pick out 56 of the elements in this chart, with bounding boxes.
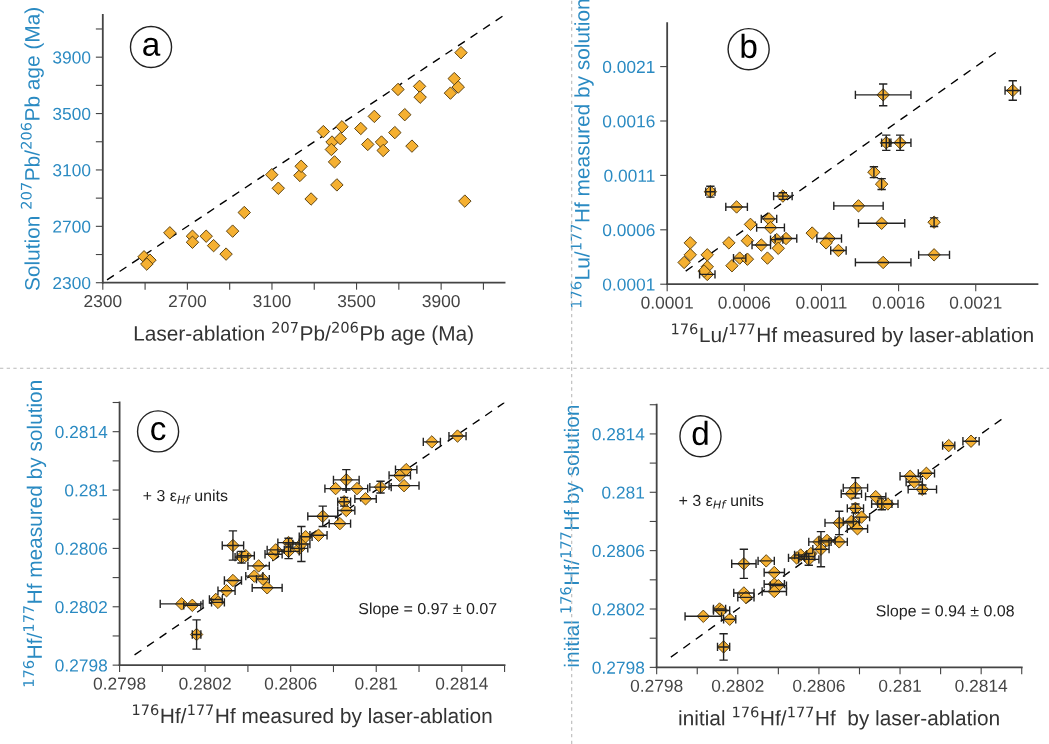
y-tick-label: 0.281 bbox=[65, 484, 107, 497]
x-tick-label: 3500 bbox=[337, 294, 376, 308]
y-tick-label: 0.0011 bbox=[604, 169, 655, 182]
y-tick-label: 2300 bbox=[53, 276, 91, 290]
y-tick-label: 0.2798 bbox=[592, 661, 645, 674]
annotation: d bbox=[692, 420, 708, 446]
y-tick-label: 0.0021 bbox=[602, 60, 655, 74]
x-axis-title: $^{176}$Hf/$^{177}$Hf measured by laser-ablation bbox=[133, 704, 492, 728]
y-tick-label: 2700 bbox=[53, 220, 91, 233]
y-tick-label: 0.0016 bbox=[602, 115, 655, 128]
y-axis-title: $^{176}$Hf/$^{177}$Hf measured by solution bbox=[23, 381, 47, 687]
x-tick-label: 0.0006 bbox=[718, 296, 771, 309]
y-tick-label: 0.2806 bbox=[592, 544, 645, 558]
x-axis-title: Laser-ablation $^{207}$Pb/$^{206}$Pb age (Ma) bbox=[134, 321, 473, 345]
annotation: a bbox=[143, 37, 161, 56]
x-tick-label: 0.2814 bbox=[435, 677, 488, 690]
x-tick-label: 0.0021 bbox=[949, 296, 1002, 309]
x-tick-label: 2300 bbox=[84, 294, 122, 308]
x-tick-label: 0.2798 bbox=[93, 677, 146, 690]
x-tick-label: 0.2806 bbox=[264, 677, 317, 690]
annotation: + 3 ε$_{Hf}$ units bbox=[143, 489, 228, 504]
x-tick-label: 0.0016 bbox=[872, 296, 925, 309]
y-tick-label: 0.2814 bbox=[55, 425, 108, 439]
x-tick-label: 0.2802 bbox=[711, 679, 764, 692]
x-tick-label: 0.2802 bbox=[179, 677, 231, 690]
annotation: Slope = 0.97 ± 0.07 bbox=[359, 602, 497, 618]
y-tick-label: 3100 bbox=[53, 164, 91, 177]
y-axis-title: initial $^{176}$Hf/$^{177}$Hf by solution bbox=[560, 405, 584, 667]
x-tick-label: 0.281 bbox=[355, 677, 398, 690]
y-tick-label: 0.2798 bbox=[55, 659, 108, 672]
x-tick-label: 3900 bbox=[422, 294, 460, 308]
x-tick-label: 3100 bbox=[253, 294, 291, 308]
annotation: b bbox=[741, 33, 757, 59]
y-tick-label: 0.2802 bbox=[592, 603, 644, 616]
x-tick-label: 0.0001 bbox=[641, 296, 693, 309]
y-tick-label: 0.2806 bbox=[55, 542, 108, 555]
x-tick-label: 0.2814 bbox=[955, 679, 1008, 692]
x-tick-label: 0.2806 bbox=[793, 679, 845, 692]
y-axis-title: $^{176}$Lu/$^{177}$Hf measured by solution bbox=[570, 0, 594, 308]
y-tick-label: 0.0001 bbox=[602, 278, 655, 291]
annotation: c bbox=[151, 422, 166, 441]
y-tick-label: 3900 bbox=[53, 51, 91, 64]
x-tick-label: 0.0011 bbox=[796, 296, 847, 309]
x-axis-title: initial $^{176}$Hf/$^{177}$Hf by laser-ablation bbox=[679, 706, 999, 730]
y-tick-label: 0.281 bbox=[602, 486, 645, 499]
y-tick-label: 0.0006 bbox=[602, 223, 655, 237]
y-tick-label: 0.2802 bbox=[55, 600, 107, 614]
x-tick-label: 0.281 bbox=[879, 679, 921, 692]
annotation: Slope = 0.94 ± 0.08 bbox=[876, 604, 1014, 620]
y-tick-label: 3500 bbox=[53, 107, 91, 121]
annotation: + 3 ε$_{Hf}$ units bbox=[679, 494, 764, 509]
x-axis-title: $^{176}$Lu/$^{177}$Hf measured by laser-ablation bbox=[672, 323, 1033, 347]
y-axis-title: Solution $^{207}$Pb/$^{206}$Pb age (Ma) bbox=[20, 8, 44, 291]
x-tick-label: 2700 bbox=[168, 294, 207, 308]
x-tick-label: 0.2798 bbox=[630, 679, 683, 692]
y-tick-label: 0.2814 bbox=[592, 428, 645, 441]
